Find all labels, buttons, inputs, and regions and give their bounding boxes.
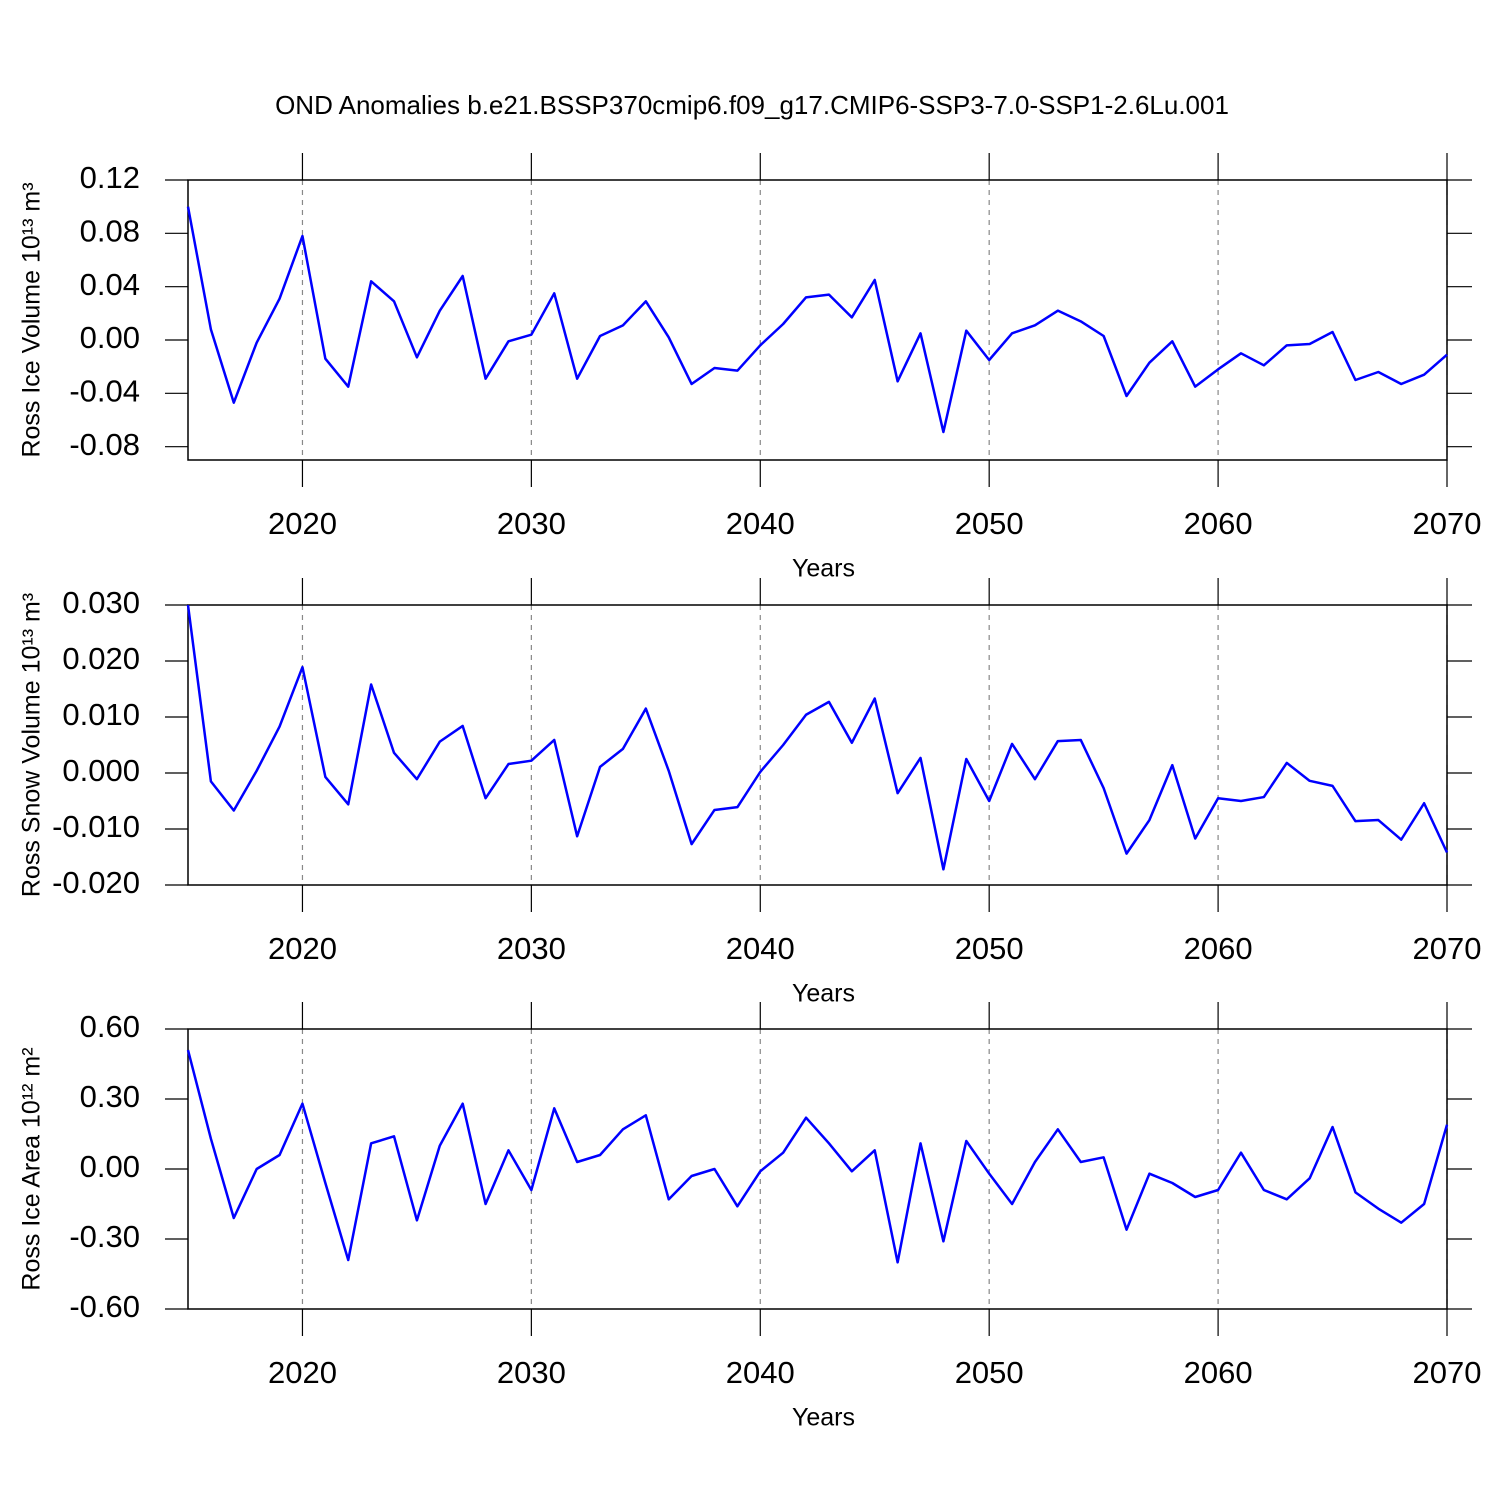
x-tick-label: 2030 [497, 931, 566, 966]
x-tick-label: 2020 [268, 1355, 337, 1390]
x-tick-label: 2060 [1184, 1355, 1253, 1390]
x-tick-label: 2050 [955, 506, 1024, 541]
y-tick-label: 0.010 [62, 697, 140, 732]
y-tick-label: -0.08 [69, 427, 140, 462]
x-axis-label: Years [792, 1404, 855, 1432]
data-line [186, 604, 1449, 871]
x-tick-label: 2050 [955, 1355, 1024, 1390]
figure-title: OND Anomalies b.e21.BSSP370cmip6.f09_g17… [275, 90, 1229, 120]
x-tick-label: 2030 [497, 506, 566, 541]
data-line [186, 1049, 1449, 1264]
x-tick-label: 2040 [726, 1355, 795, 1390]
y-tick-label: 0.60 [80, 1009, 140, 1044]
y-tick-label: 0.00 [80, 320, 140, 355]
y-tick-label: 0.020 [62, 641, 140, 676]
x-tick-label: 2070 [1413, 506, 1482, 541]
plot-frame [187, 604, 1448, 886]
plot-frame [187, 1028, 1448, 1310]
plot-frame [187, 179, 1448, 461]
x-tick-label: 2020 [268, 931, 337, 966]
y-tick-label: 0.08 [80, 214, 140, 249]
y-axis-label: Ross Snow Volume 10¹³ m³ [18, 593, 46, 897]
data-line [186, 206, 1448, 434]
x-axis-label: Years [792, 980, 855, 1008]
y-tick-label: 0.04 [80, 267, 140, 302]
y-axis-label: Ross Ice Area 10¹² m² [18, 1047, 46, 1290]
y-tick-label: 0.30 [80, 1079, 140, 1114]
y-tick-label: 0.12 [80, 160, 140, 195]
x-tick-label: 2040 [726, 506, 795, 541]
x-tick-label: 2070 [1413, 931, 1482, 966]
y-tick-label: 0.000 [62, 753, 140, 788]
y-tick-label: -0.010 [52, 809, 140, 844]
y-tick-label: -0.04 [69, 374, 140, 409]
x-tick-label: 2060 [1184, 506, 1253, 541]
x-tick-label: 2040 [726, 931, 795, 966]
y-tick-label: 0.00 [80, 1149, 140, 1184]
y-tick-label: 0.030 [62, 585, 140, 620]
y-tick-label: -0.60 [69, 1289, 140, 1324]
y-axis-label: Ross Ice Volume 10¹³ m³ [18, 182, 46, 457]
x-tick-label: 2070 [1413, 1355, 1482, 1390]
x-tick-label: 2030 [497, 1355, 566, 1390]
x-tick-label: 2020 [268, 506, 337, 541]
x-tick-label: 2050 [955, 931, 1024, 966]
x-tick-label: 2060 [1184, 931, 1253, 966]
x-axis-label: Years [792, 555, 855, 583]
y-tick-label: -0.30 [69, 1219, 140, 1254]
y-tick-label: -0.020 [52, 865, 140, 900]
